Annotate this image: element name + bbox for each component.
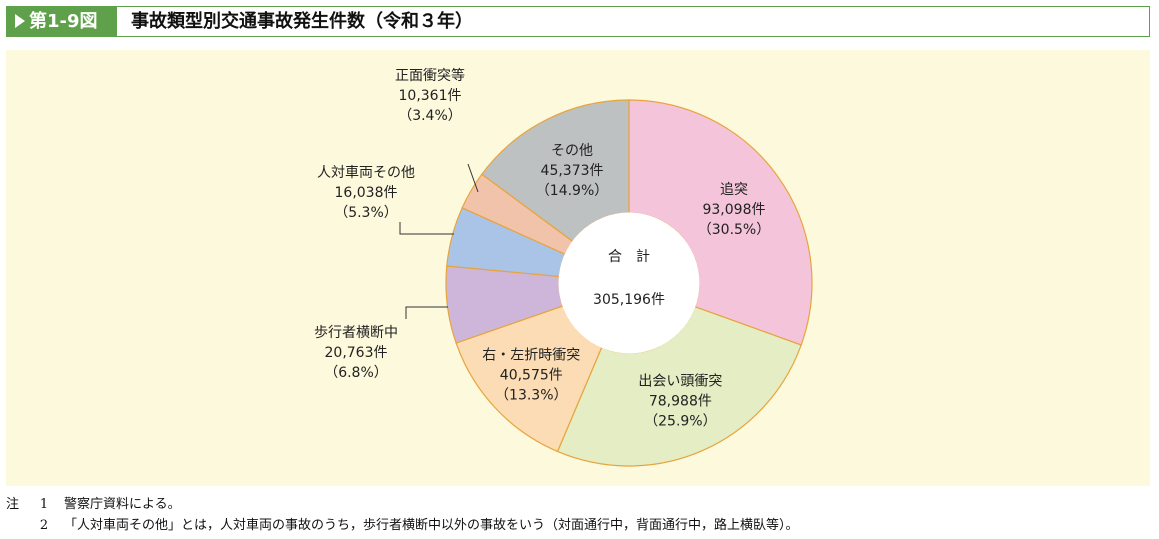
figure-title: 事故類型別交通事故発生件数（令和３年） [131, 11, 473, 32]
slice-label-count: 10,361件 [399, 88, 462, 104]
slice-label-percent: （30.5%） [698, 222, 770, 238]
play-triangle-icon [15, 14, 25, 28]
donut-center [558, 212, 700, 354]
slice-label-percent: （13.3%） [495, 387, 567, 403]
notes: 注 1 警察庁資料による。 2 「人対車両その他」とは，人対車両の事故のうち，歩行者横… [6, 494, 799, 536]
chart-panel: 合 計 305,196件 追突 93,098件 （30.5%） 出会い頭衝突 78,988件… [6, 50, 1150, 486]
slice-label-name: 追突 [720, 182, 748, 198]
slice-label-name: その他 [551, 143, 593, 159]
note-2: 2 「人対車両その他」とは，人対車両の事故のうち，歩行者横断中以外の事故をいう（対… [6, 515, 799, 536]
figure-label: 第1-9図 [29, 11, 98, 32]
center-value: 305,196件 [593, 292, 665, 308]
slice-label-count: 93,098件 [702, 202, 765, 218]
note-1: 注 1 警察庁資料による。 [6, 494, 799, 515]
note-number: 2 [39, 518, 49, 533]
leader-line [405, 306, 448, 319]
slice-label-count: 16,038件 [335, 185, 398, 201]
slice-label-name: 歩行者横断中 [314, 325, 398, 341]
leader-line [399, 222, 454, 235]
note-lead: 注 [6, 497, 20, 512]
slice-label-count: 45,373件 [541, 163, 604, 179]
slice-label-percent: （25.9%） [644, 414, 716, 430]
note-text: 「人対車両その他」とは，人対車両の事故のうち，歩行者横断中以外の事故をいう（対面… [64, 518, 799, 533]
slice-label-count: 40,575件 [500, 367, 563, 383]
note-text: 警察庁資料による。 [64, 497, 181, 512]
slice-label-name: 正面衝突等 [395, 67, 465, 84]
note-number: 1 [39, 497, 49, 512]
figure-header: 第1-9図 事故類型別交通事故発生件数（令和３年） [6, 6, 1150, 37]
slice-label-percent: （5.3%） [334, 205, 398, 221]
slice-label-count: 78,988件 [649, 394, 712, 410]
slice-label-name: 人対車両その他 [317, 164, 415, 181]
slice-label-percent: （14.9%） [536, 183, 608, 199]
center-label: 合 計 [608, 249, 650, 265]
figure-label-badge: 第1-9図 [7, 7, 117, 36]
slice-label-percent: （6.8%） [324, 365, 388, 381]
donut-chart: 合 計 305,196件 追突 93,098件 （30.5%） 出会い頭衝突 78,988件… [314, 67, 813, 467]
leader-line [467, 163, 479, 193]
slice-label-name: 出会い頭衝突 [638, 374, 722, 390]
slice-label-percent: （3.4%） [398, 108, 462, 124]
slice-label-count: 20,763件 [325, 345, 388, 361]
slice-label-name: 右・左折時衝突 [482, 347, 580, 363]
